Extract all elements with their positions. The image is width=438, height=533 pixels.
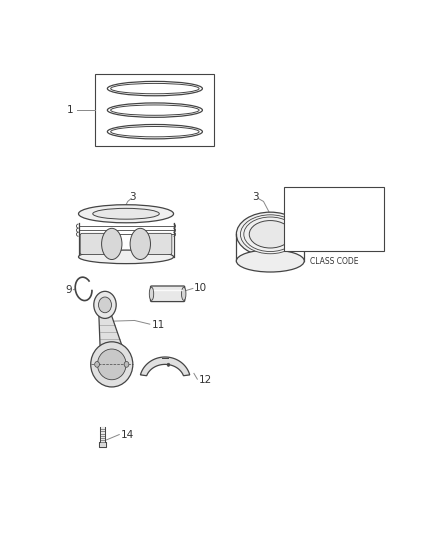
FancyBboxPatch shape [142, 233, 172, 254]
Ellipse shape [237, 212, 304, 256]
Ellipse shape [78, 250, 173, 264]
Text: CM = CL.C + 0.1: CM = CL.C + 0.1 [288, 240, 350, 246]
Bar [297, 231, 303, 234]
Ellipse shape [93, 208, 159, 219]
Ellipse shape [244, 217, 297, 252]
Ellipse shape [111, 126, 199, 137]
Ellipse shape [78, 205, 173, 223]
Ellipse shape [95, 361, 99, 367]
Ellipse shape [91, 342, 133, 387]
Polygon shape [141, 357, 190, 376]
Ellipse shape [107, 82, 202, 96]
Ellipse shape [124, 361, 129, 367]
Ellipse shape [98, 349, 126, 379]
Text: AM = CL.A + 0.1: AM = CL.A + 0.1 [288, 220, 350, 227]
Bar [284, 187, 384, 251]
Text: 3: 3 [130, 192, 136, 203]
Ellipse shape [249, 221, 291, 248]
Ellipse shape [149, 287, 154, 301]
Ellipse shape [99, 297, 112, 313]
Ellipse shape [167, 363, 170, 366]
Bar [297, 240, 303, 244]
Text: B = CL.B: B = CL.B [288, 201, 321, 207]
Text: 12: 12 [199, 375, 212, 385]
Ellipse shape [240, 215, 300, 254]
Text: CLASS CODE: CLASS CODE [310, 257, 358, 266]
Ellipse shape [181, 287, 186, 301]
Text: BM = CL.B + 0.1: BM = CL.B + 0.1 [288, 230, 350, 236]
Text: 14: 14 [121, 430, 134, 440]
Text: 9: 9 [65, 285, 72, 295]
Ellipse shape [237, 250, 304, 272]
Ellipse shape [130, 228, 151, 260]
FancyBboxPatch shape [151, 286, 185, 302]
Ellipse shape [111, 105, 199, 115]
Bar [95, 74, 214, 146]
Text: 11: 11 [152, 320, 165, 329]
Ellipse shape [107, 125, 202, 139]
Text: 10: 10 [194, 282, 207, 293]
Ellipse shape [94, 292, 116, 318]
Text: C = CL.C: C = CL.C [288, 211, 321, 216]
Ellipse shape [111, 83, 199, 94]
Bar [297, 236, 303, 239]
Ellipse shape [102, 228, 122, 260]
Text: 1: 1 [67, 105, 73, 115]
Text: 3: 3 [252, 192, 258, 203]
Ellipse shape [107, 103, 202, 117]
Text: A = CL.A: A = CL.A [288, 191, 321, 197]
FancyBboxPatch shape [80, 233, 110, 254]
Polygon shape [99, 314, 124, 350]
